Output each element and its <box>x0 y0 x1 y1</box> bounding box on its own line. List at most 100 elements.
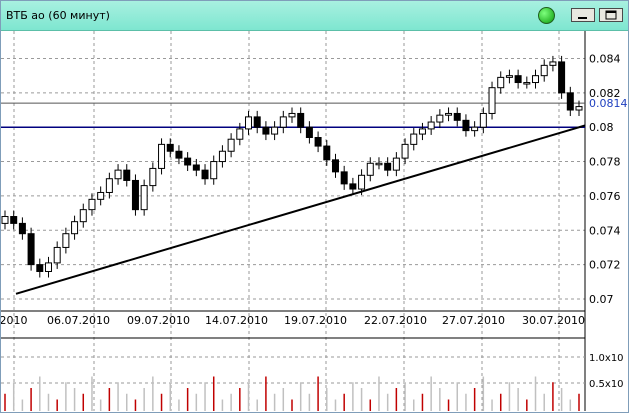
y-axis: 0.084 0.082 0.08 0.078 0.076 0.074 0.072 0.07 0.… <box>589 52 628 305</box>
candle-up <box>158 143 166 169</box>
trendline <box>15 124 586 295</box>
candle-up <box>210 161 218 180</box>
candle-up <box>71 221 79 235</box>
candle-up <box>218 150 226 163</box>
y-tick-label: 0.076 <box>589 190 621 203</box>
candle-up <box>114 169 122 180</box>
current-price-label: 0.0814 <box>589 97 628 110</box>
candle-up <box>358 174 366 190</box>
candle-down <box>262 126 270 135</box>
candle-up <box>445 112 453 116</box>
candle-up <box>366 162 374 176</box>
candle-down <box>253 116 261 128</box>
candle-down <box>514 75 522 84</box>
status-indicator-icon <box>538 7 555 24</box>
candle-up <box>245 116 253 130</box>
candle-down <box>18 222 26 235</box>
x-tick-label: 22.07.2010 <box>364 314 427 327</box>
candle-up <box>236 128 244 140</box>
volume-panel: 1.0x10 0.5x10 <box>4 353 624 411</box>
candle-down <box>323 145 331 161</box>
candle-down <box>384 162 392 171</box>
candle-up <box>149 167 157 187</box>
candle-down <box>10 216 18 224</box>
y-tick-label: 0.07 <box>589 293 614 306</box>
candle-up <box>575 106 583 111</box>
x-tick-label: 06.07.2010 <box>47 314 110 327</box>
y-tick-label: 0.08 <box>589 121 614 134</box>
y-tick-label: 0.072 <box>589 259 621 272</box>
x-tick-label: 19.07.2010 <box>284 314 347 327</box>
candle-up <box>105 178 113 193</box>
candle-up <box>1 216 9 224</box>
y-tick-label: 0.078 <box>589 156 621 169</box>
price-level-line <box>1 102 585 128</box>
candle-up <box>97 191 105 200</box>
candle-down <box>331 159 339 173</box>
volume-axis-label: 1.0x10 <box>589 353 624 364</box>
candle-down <box>453 112 461 121</box>
y-tick-label: 0.082 <box>589 87 621 100</box>
x-tick-label: 14.07.2010 <box>205 314 268 327</box>
candle-up <box>44 262 52 272</box>
candle-down <box>184 157 192 166</box>
candle-down <box>566 92 574 111</box>
candle-up <box>540 64 548 77</box>
minimize-icon <box>578 17 587 19</box>
candle-up <box>62 233 70 248</box>
y-tick-label: 0.074 <box>589 224 621 237</box>
candles <box>1 55 583 278</box>
candle-down <box>192 164 200 171</box>
candle-down <box>462 119 470 132</box>
candle-down <box>201 169 209 180</box>
candle-up <box>227 138 235 152</box>
candle-down <box>558 61 566 94</box>
candle-down <box>305 126 313 139</box>
candle-up <box>401 143 409 159</box>
title-bar[interactable]: ВТБ ао (60 минут) <box>1 1 628 31</box>
maximize-button[interactable] <box>599 8 623 22</box>
candle-up <box>523 82 531 85</box>
candle-down <box>349 183 357 190</box>
candle-down <box>131 179 139 211</box>
candle-down <box>314 137 322 147</box>
candle-up <box>279 116 287 128</box>
candle-down <box>175 150 183 159</box>
candle-up <box>488 87 496 114</box>
candle-up <box>140 185 148 211</box>
candle-up <box>497 76 505 89</box>
volume-axis-label: 0.5x10 <box>589 379 624 390</box>
candle-up <box>375 162 383 166</box>
candle-down <box>340 171 348 185</box>
candle-up <box>410 133 418 145</box>
candle-up <box>549 61 557 66</box>
candle-up <box>79 209 87 223</box>
candle-up <box>427 121 435 130</box>
candle-down <box>166 143 174 152</box>
x-tick-label: 09.07.2010 <box>127 314 190 327</box>
candle-up <box>479 112 487 128</box>
candle-down <box>297 112 305 128</box>
candle-up <box>271 126 279 135</box>
grid-lines <box>1 31 586 411</box>
candle-down <box>27 233 35 266</box>
maximize-icon <box>605 10 617 20</box>
candle-up <box>505 75 513 78</box>
candle-up <box>418 128 426 135</box>
candle-down <box>123 169 131 181</box>
candle-up <box>392 157 400 171</box>
candle-down <box>36 264 44 272</box>
trendline-segment <box>15 124 586 295</box>
y-tick-label: 0.084 <box>589 52 621 65</box>
candle-up <box>288 112 296 118</box>
candle-up <box>436 114 444 123</box>
candle-up <box>532 75 540 84</box>
x-tick-label: .2010 <box>1 314 28 327</box>
x-tick-label: 27.07.2010 <box>442 314 505 327</box>
candle-up <box>471 126 479 132</box>
minimize-button[interactable] <box>571 8 595 22</box>
x-axis: .2010 06.07.2010 09.07.2010 14.07.2010 19.07… <box>1 314 585 327</box>
window-title: ВТБ ао (60 минут) <box>6 9 110 22</box>
